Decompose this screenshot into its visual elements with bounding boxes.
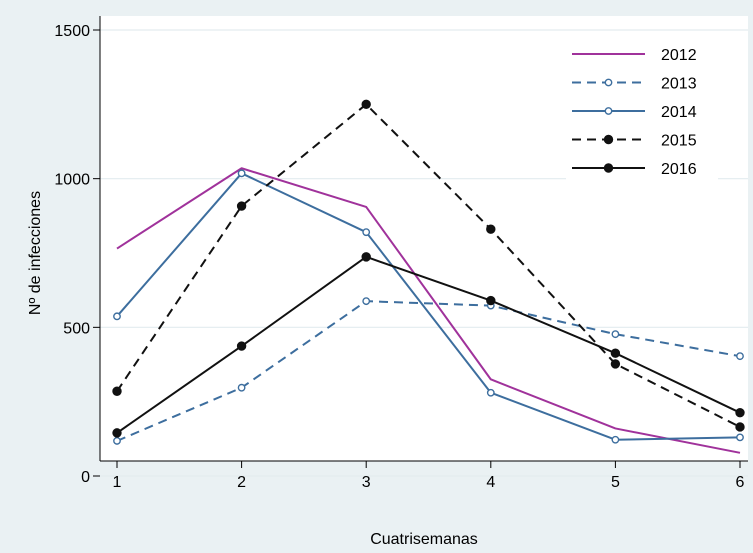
legend-item-2015: 2015 bbox=[572, 133, 697, 150]
legend-item-2016: 2016 bbox=[572, 161, 697, 178]
data-point bbox=[486, 295, 496, 306]
data-point bbox=[237, 169, 246, 178]
legend-label: 2012 bbox=[661, 47, 697, 64]
data-point bbox=[610, 359, 621, 369]
x-tick-label: 6 bbox=[736, 474, 745, 491]
y-tick-label: 500 bbox=[63, 320, 90, 337]
x-tick-label: 3 bbox=[362, 474, 371, 491]
x-tick-label: 4 bbox=[486, 474, 495, 491]
series-2012 bbox=[116, 167, 741, 454]
data-point bbox=[735, 422, 745, 432]
data-point bbox=[486, 388, 495, 397]
data-point bbox=[361, 252, 371, 262]
x-tick-label: 1 bbox=[113, 474, 122, 491]
legend-item-2012: 2012 bbox=[572, 47, 697, 64]
legend-box bbox=[566, 36, 718, 182]
y-tick-label: 1000 bbox=[54, 172, 90, 189]
data-point bbox=[236, 341, 247, 351]
data-point bbox=[611, 330, 620, 339]
legend-label: 2013 bbox=[661, 76, 697, 93]
series-line-2016 bbox=[116, 255, 741, 434]
series-2014 bbox=[113, 169, 744, 444]
data-point bbox=[362, 297, 371, 306]
legend: 2012 2013 2014 2015 2016 bbox=[566, 36, 718, 182]
data-point bbox=[611, 435, 620, 444]
data-point bbox=[736, 433, 744, 442]
legend-marker bbox=[603, 134, 614, 145]
y-tick-label: 0 bbox=[81, 469, 90, 486]
series-2015 bbox=[112, 99, 745, 432]
data-point bbox=[112, 386, 122, 396]
data-point bbox=[610, 348, 621, 358]
data-point bbox=[736, 352, 744, 361]
legend-marker bbox=[603, 163, 614, 173]
legend-label: 2015 bbox=[661, 133, 697, 150]
axes: 0 500 1000 1500 1 2 3 4 5 6 bbox=[54, 16, 748, 491]
data-point bbox=[113, 437, 121, 445]
series-layer bbox=[112, 99, 745, 454]
series-line-2013 bbox=[116, 300, 741, 442]
series-line-2015 bbox=[116, 103, 741, 428]
legend-marker bbox=[604, 78, 613, 87]
y-axis-label: Nº de infecciones bbox=[27, 191, 44, 315]
legend-label: 2016 bbox=[661, 161, 697, 178]
y-tick-label: 1500 bbox=[54, 23, 90, 40]
data-point bbox=[486, 224, 496, 234]
legend-item-2014: 2014 bbox=[572, 104, 697, 121]
legend-item-2013: 2013 bbox=[572, 76, 697, 93]
x-tick-label: 2 bbox=[237, 474, 246, 491]
series-line-2012 bbox=[116, 167, 741, 454]
x-tick-label: 5 bbox=[611, 474, 620, 491]
series-line-2014 bbox=[116, 172, 741, 441]
legend-label: 2014 bbox=[661, 104, 697, 121]
data-point bbox=[112, 428, 122, 438]
x-axis-label: Cuatrisemanas bbox=[370, 531, 478, 548]
data-point bbox=[113, 312, 121, 321]
series-2016 bbox=[112, 252, 745, 438]
data-point bbox=[236, 201, 247, 211]
data-point bbox=[735, 407, 745, 418]
data-point bbox=[361, 99, 371, 110]
data-point bbox=[362, 228, 371, 237]
data-point bbox=[237, 383, 246, 392]
legend-marker bbox=[604, 107, 613, 115]
